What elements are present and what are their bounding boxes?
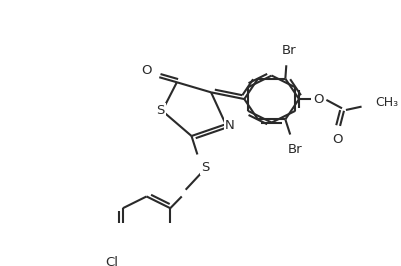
Text: N: N: [224, 119, 234, 132]
Text: Br: Br: [287, 143, 302, 156]
Text: S: S: [200, 161, 209, 174]
Text: O: O: [141, 64, 152, 77]
Text: Cl: Cl: [105, 256, 118, 266]
Text: O: O: [312, 93, 323, 106]
Text: O: O: [331, 133, 342, 146]
Text: Br: Br: [281, 44, 296, 57]
Text: CH₃: CH₃: [374, 96, 397, 109]
Text: S: S: [156, 104, 164, 117]
